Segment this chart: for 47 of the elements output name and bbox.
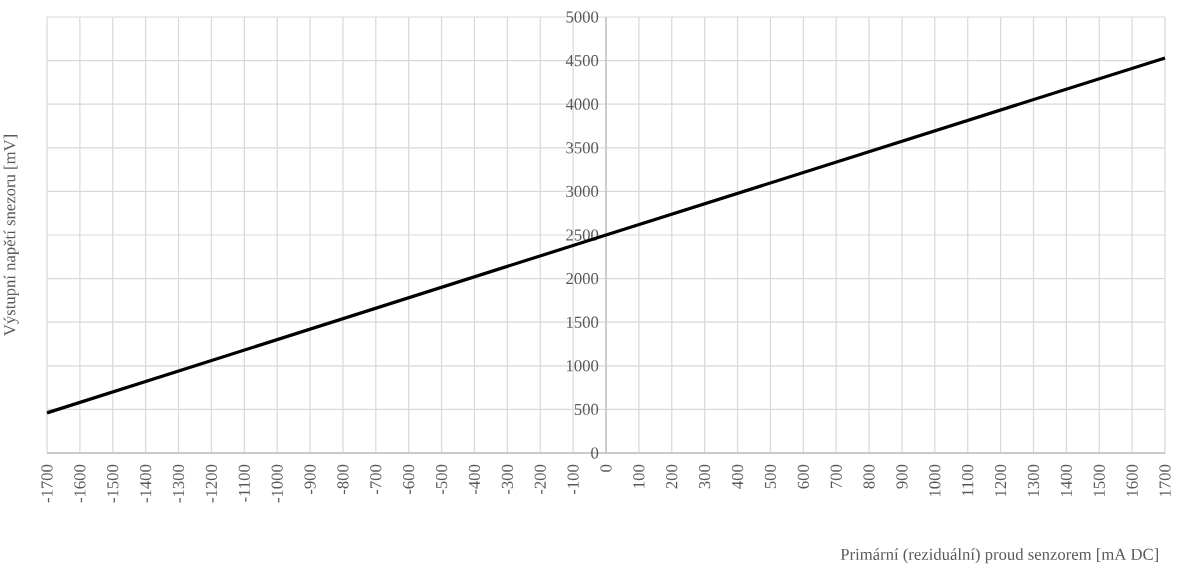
x-tick-label: 700: [830, 464, 842, 489]
x-tick-label: 900: [896, 464, 908, 489]
y-tick-label: 1500: [566, 316, 599, 328]
x-tick-label: -1400: [140, 464, 152, 503]
y-axis-title: Výstupní napětí snezoru [mV]: [3, 135, 19, 336]
x-tick-label: 800: [863, 464, 875, 489]
y-tick-label: 0: [591, 447, 599, 459]
y-tick-label: 500: [574, 403, 599, 416]
x-tick-label: 600: [797, 464, 809, 489]
x-tick-label: 1600: [1126, 464, 1138, 497]
x-tick-label: -800: [337, 464, 349, 495]
x-tick-label: 1400: [1060, 464, 1072, 497]
y-tick-label: 1000: [566, 360, 599, 372]
x-tick-label: 100: [633, 464, 645, 488]
y-tick-label: 2000: [566, 272, 599, 285]
x-tick-label: -400: [468, 464, 481, 495]
y-tick-label: 5000: [566, 11, 599, 23]
x-tick-label: -100: [567, 464, 579, 495]
x-tick-label: 500: [764, 464, 777, 489]
x-tick-label: -1100: [238, 464, 250, 502]
x-tick-label: -1200: [205, 464, 218, 503]
x-tick-label: 1300: [1027, 464, 1040, 497]
y-tick-label: 4000: [565, 98, 599, 110]
x-tick-label: -1000: [271, 464, 283, 503]
x-tick-label: 400: [731, 464, 744, 489]
x-tick-label: -600: [403, 464, 415, 495]
x-tick-label: -700: [370, 464, 382, 495]
x-tick-label: 1700: [1159, 464, 1171, 497]
y-tick-label: 4500: [565, 54, 599, 67]
y-tick-label: 3500: [566, 142, 599, 154]
x-tick-label: -1300: [172, 464, 185, 503]
x-tick-label: -1500: [107, 464, 119, 503]
x-tick-label: 300: [699, 464, 711, 489]
x-tick-label: 1200: [994, 464, 1007, 497]
x-tick-label: 1000: [929, 464, 941, 497]
x-tick-label: -200: [534, 464, 546, 495]
x-tick-label: 0: [600, 464, 612, 472]
x-tick-label: -1600: [74, 464, 86, 503]
x-tick-label: -300: [501, 464, 513, 495]
x-tick-label: -1700: [41, 464, 53, 503]
x-tick-label: 1100: [962, 464, 974, 496]
x-tick-label: -500: [435, 464, 448, 495]
y-tick-label: 3000: [566, 185, 599, 198]
x-tick-label: 200: [666, 464, 678, 489]
x-tick-label: 1500: [1093, 464, 1105, 497]
x-axis-title: Primární (reziduální) proud senzorem [mA DC]: [840, 548, 1158, 564]
x-tick-label: -900: [304, 464, 316, 495]
